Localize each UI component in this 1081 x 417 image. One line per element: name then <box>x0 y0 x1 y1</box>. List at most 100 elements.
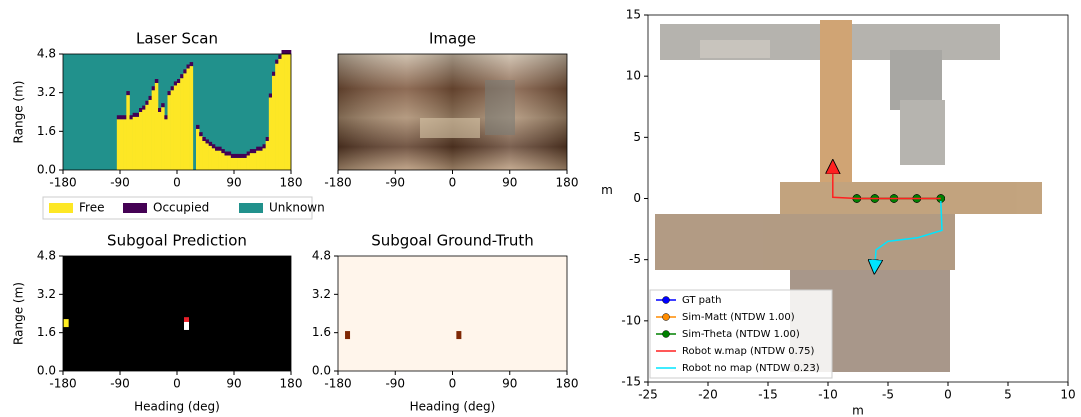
y-tick-label: -5 <box>629 252 641 266</box>
legend-label: Sim-Theta (NTDW 1.00) <box>682 329 800 340</box>
occupied-band <box>164 115 167 119</box>
x-axis-label: Heading (deg) <box>410 400 496 414</box>
y-tick-label: 0 <box>633 191 641 205</box>
occupied-band <box>177 79 180 83</box>
legend-label: Robot no map (NTDW 0.23) <box>682 363 820 374</box>
free-bar <box>250 153 253 170</box>
chart-title: Laser Scan <box>136 30 218 48</box>
legend-marker <box>663 314 670 321</box>
occupied-band <box>212 144 215 148</box>
chart-title: Image <box>429 30 476 48</box>
occupied-band <box>237 154 240 158</box>
x-tick-label: -90 <box>385 377 405 391</box>
y-tick-label: 0.0 <box>312 364 331 378</box>
occupied-band <box>285 50 288 54</box>
occupied-band <box>275 60 278 64</box>
y-tick-label: 1.6 <box>312 325 331 339</box>
occupied-band <box>253 149 256 153</box>
x-tick-label: -90 <box>110 176 130 190</box>
free-bar <box>253 153 256 170</box>
legend-swatch <box>239 203 263 213</box>
x-tick-label: 0 <box>173 176 181 190</box>
occupied-band <box>221 149 224 153</box>
heatmap-background <box>338 256 567 371</box>
free-bar <box>183 73 186 170</box>
occupied-band <box>231 154 234 158</box>
free-bar <box>158 112 161 170</box>
free-bar <box>130 119 133 170</box>
free-bar <box>149 100 152 170</box>
x-axis-label: Heading (deg) <box>134 400 220 414</box>
free-bar <box>177 83 180 170</box>
free-bar <box>139 112 142 170</box>
occupied-band <box>117 115 120 119</box>
free-bar <box>199 136 202 170</box>
free-bar <box>152 90 155 170</box>
occupied-band <box>190 62 193 66</box>
figure: FreeOccupiedUnknownLaser Scan-180-900901… <box>0 0 1081 417</box>
occupied-band <box>269 94 272 98</box>
x-tick-label: -90 <box>385 176 405 190</box>
occupied-band <box>155 79 158 83</box>
legend-label: Robot w.map (NTDW 0.75) <box>682 346 815 357</box>
legend-marker <box>663 297 670 304</box>
occupied-band <box>126 91 129 95</box>
free-bar <box>206 143 209 170</box>
free-bar <box>275 64 278 170</box>
free-bar <box>142 110 145 170</box>
free-bar <box>202 141 205 170</box>
free-bar <box>161 107 164 170</box>
x-tick-label: -180 <box>324 377 351 391</box>
occupied-band <box>152 86 155 90</box>
y-tick-label: 4.8 <box>37 47 56 61</box>
x-tick-label: 90 <box>502 176 517 190</box>
occupied-band <box>139 108 142 112</box>
legend-label: Occupied <box>153 201 209 215</box>
occupied-band <box>225 152 228 156</box>
occupied-band <box>199 132 202 136</box>
free-bar <box>187 69 190 171</box>
occupied-band <box>158 108 161 112</box>
occupied-band <box>240 154 243 158</box>
free-bar <box>174 85 177 170</box>
occupied-band <box>130 115 133 119</box>
occupied-band <box>250 149 253 153</box>
x-tick-label: -25 <box>638 388 658 402</box>
occupied-band <box>133 113 136 117</box>
y-tick-label: 1.6 <box>37 124 56 138</box>
free-bar <box>225 156 228 171</box>
y-tick-label: 4.8 <box>312 249 331 263</box>
subgoal-cell <box>184 322 189 330</box>
subgoal-cell <box>456 331 461 339</box>
free-bar <box>117 119 120 170</box>
x-tick-label: 0 <box>173 377 181 391</box>
free-bar <box>272 76 275 170</box>
heatmap-background <box>63 256 291 371</box>
y-tick-label: 4.8 <box>37 249 56 263</box>
free-bar <box>212 148 215 170</box>
y-tick-label: 5 <box>633 130 641 144</box>
x-axis-label: m <box>852 404 864 417</box>
occupied-band <box>171 86 174 90</box>
x-tick-label: -90 <box>110 377 130 391</box>
occupied-band <box>244 154 247 158</box>
x-tick-label: 0 <box>449 176 457 190</box>
free-bar <box>133 117 136 170</box>
occupied-band <box>187 65 190 69</box>
legend-label: Sim-Matt (NTDW 1.00) <box>682 312 795 323</box>
free-bar <box>209 146 212 170</box>
free-bar <box>231 158 234 170</box>
free-bar <box>123 119 126 170</box>
occupied-band <box>161 103 164 107</box>
x-tick-label: -180 <box>324 176 351 190</box>
x-tick-label: 5 <box>1004 388 1012 402</box>
occupied-band <box>123 115 126 119</box>
occupied-band <box>174 81 177 85</box>
free-bar <box>269 98 272 171</box>
occupied-band <box>209 142 212 146</box>
y-tick-label: 15 <box>626 8 641 22</box>
y-tick-label: 3.2 <box>37 85 56 99</box>
free-bar <box>145 105 148 170</box>
free-bar <box>237 158 240 170</box>
x-tick-label: 90 <box>226 176 241 190</box>
